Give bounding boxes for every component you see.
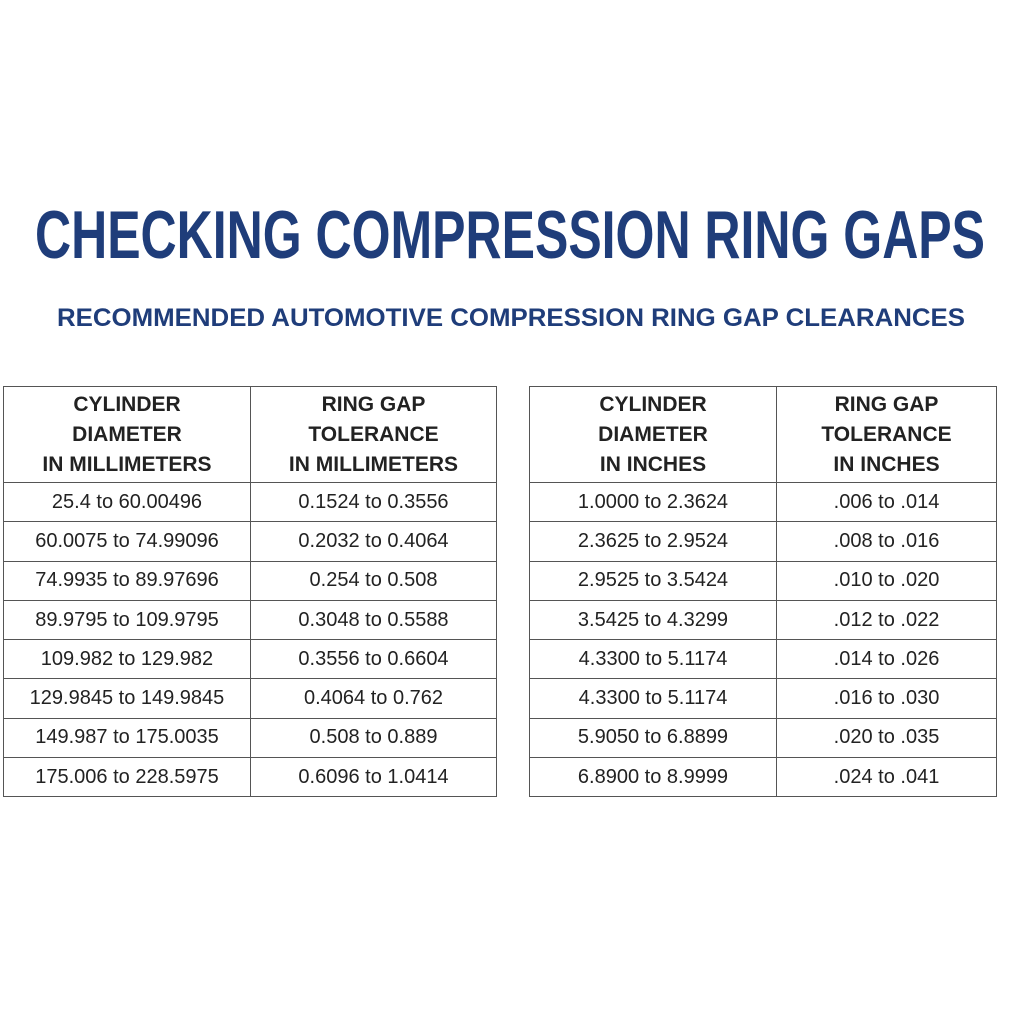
header-line: CYLINDER bbox=[599, 392, 707, 416]
heading: CHECKING COMPRESSION RING GAPS RECOMMEND… bbox=[35, 197, 985, 332]
header-cell: CYLINDER DIAMETER IN INCHES bbox=[529, 386, 777, 483]
table-cell: 129.9845 to 149.9845 bbox=[3, 678, 251, 719]
table-cell: .010 to .020 bbox=[776, 560, 997, 601]
table-cell: .014 to .026 bbox=[776, 639, 997, 680]
header-line: RING GAP bbox=[321, 392, 426, 416]
table-cell: 0.254 to 0.508 bbox=[250, 560, 497, 601]
table-cell: 1.0000 to 2.3624 bbox=[529, 481, 777, 523]
header-line: RING GAP bbox=[834, 392, 939, 416]
header-cell: RING GAP TOLERANCE IN INCHES bbox=[776, 386, 997, 483]
table-cell: .020 to .035 bbox=[776, 717, 997, 759]
table-cell: 0.2032 to 0.4064 bbox=[250, 521, 497, 562]
table-row: 25.4 to 60.00496 0.1524 to 0.3556 bbox=[3, 481, 497, 523]
table-row: 2.3625 to 2.9524.008 to .016 bbox=[529, 521, 997, 562]
table-row: 4.3300 to 5.1174.016 to .030 bbox=[529, 678, 997, 719]
table-cell: 175.006 to 228.5975 bbox=[3, 757, 251, 798]
table-cell: 74.9935 to 89.97696 bbox=[3, 560, 251, 601]
header-line: CYLINDER bbox=[73, 392, 181, 416]
table-cell: .016 to .030 bbox=[776, 678, 997, 719]
table-row: 175.006 to 228.5975 0.6096 to 1.0414 bbox=[3, 757, 497, 798]
subtitle: RECOMMENDED AUTOMOTIVE COMPRESSION RING … bbox=[57, 304, 965, 332]
table-cell: 0.1524 to 0.3556 bbox=[250, 481, 497, 523]
table-cell: 149.987 to 175.0035 bbox=[3, 717, 251, 759]
table-cell: 60.0075 to 74.99096 bbox=[3, 521, 251, 562]
table-cell: 6.8900 to 8.9999 bbox=[529, 757, 777, 798]
table-cell: 0.3556 to 0.6604 bbox=[250, 639, 497, 680]
table-row: 109.982 to 129.982 0.3556 to 0.6604 bbox=[3, 639, 497, 680]
table-row: 129.9845 to 149.9845 0.4064 to 0.762 bbox=[3, 678, 497, 719]
table-cell: 5.9050 to 6.8899 bbox=[529, 717, 777, 759]
table-row: 3.5425 to 4.3299.012 to .022 bbox=[529, 599, 997, 641]
table-cell: 0.4064 to 0.762 bbox=[250, 678, 497, 719]
header-line: IN INCHES bbox=[599, 452, 707, 476]
table-cell: 0.508 to 0.889 bbox=[250, 717, 497, 759]
table-cell: 89.9795 to 109.9795 bbox=[3, 599, 251, 641]
title: CHECKING COMPRESSION RING GAPS bbox=[35, 197, 985, 273]
table-row: 89.9795 to 109.9795 0.3048 to 0.5588 bbox=[3, 599, 497, 641]
table-cell: 4.3300 to 5.1174 bbox=[529, 678, 777, 719]
header-line: DIAMETER bbox=[72, 422, 182, 446]
header-line: IN MILLIMETERS bbox=[288, 452, 459, 476]
header-line: DIAMETER bbox=[598, 422, 708, 446]
table-cell: .012 to .022 bbox=[776, 599, 997, 641]
table-row: 60.0075 to 74.99096 0.2032 to 0.4064 bbox=[3, 521, 497, 562]
header-cell: CYLINDER DIAMETER IN MILLIMETERS bbox=[3, 386, 251, 483]
header-line: IN MILLIMETERS bbox=[42, 452, 212, 476]
table-row: 4.3300 to 5.1174.014 to .026 bbox=[529, 639, 997, 680]
header-row: CYLINDER DIAMETER IN MILLIMETERS RING GAP TO… bbox=[3, 386, 497, 483]
table-row: 1.0000 to 2.3624.006 to .014 bbox=[529, 481, 997, 523]
table-row: 74.9935 to 89.97696 0.254 to 0.508 bbox=[3, 560, 497, 601]
table-row: 5.9050 to 6.8899.020 to .035 bbox=[529, 717, 997, 759]
header-line: TOLERANCE bbox=[821, 422, 952, 446]
table-cell: 0.3048 to 0.5588 bbox=[250, 599, 497, 641]
table-cell: 0.6096 to 1.0414 bbox=[250, 757, 497, 798]
header-line: TOLERANCE bbox=[308, 422, 439, 446]
table-cell: 2.3625 to 2.9524 bbox=[529, 521, 777, 562]
header-cell: RING GAP TOLERANCE IN MILLIMETERS bbox=[250, 386, 497, 483]
table-cell: 25.4 to 60.00496 bbox=[3, 481, 251, 523]
table-cell: 2.9525 to 3.5424 bbox=[529, 560, 777, 601]
table-cell: 4.3300 to 5.1174 bbox=[529, 639, 777, 680]
table-cell: .008 to .016 bbox=[776, 521, 997, 562]
table-row: 2.9525 to 3.5424.010 to .020 bbox=[529, 560, 997, 601]
table-row: 6.8900 to 8.9999.024 to .041 bbox=[529, 757, 997, 798]
header-row: CYLINDER DIAMETER IN INCHES RING GAP TOLERAN… bbox=[529, 386, 997, 483]
data-table: CYLINDER DIAMETER IN MILLIMETERS RING GAP TO… bbox=[3, 386, 497, 798]
data-table: CYLINDER DIAMETER IN INCHES RING GAP TOLERAN… bbox=[529, 386, 997, 798]
table-cell: .006 to .014 bbox=[776, 481, 997, 523]
table-cell: 109.982 to 129.982 bbox=[3, 639, 251, 680]
table-row: 149.987 to 175.0035 0.508 to 0.889 bbox=[3, 717, 497, 759]
table-cell: .024 to .041 bbox=[776, 757, 997, 798]
header-line: IN INCHES bbox=[833, 452, 940, 476]
table-cell: 3.5425 to 4.3299 bbox=[529, 599, 777, 641]
